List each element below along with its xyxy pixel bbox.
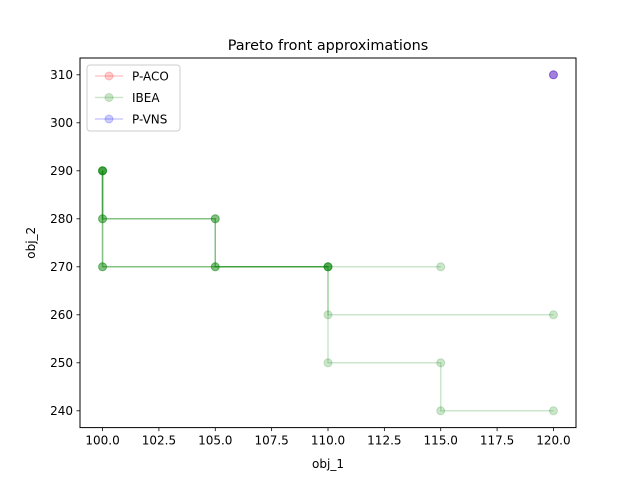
data-point bbox=[98, 214, 108, 224]
data-point bbox=[98, 214, 108, 224]
data-point bbox=[436, 406, 446, 416]
data-point bbox=[548, 70, 558, 80]
data-point bbox=[98, 166, 108, 176]
data-point bbox=[98, 166, 108, 176]
x-tick-label: 117.5 bbox=[480, 434, 514, 448]
legend-entry: P-VNS bbox=[95, 112, 167, 126]
data-point bbox=[210, 214, 220, 224]
front-line bbox=[101, 170, 328, 268]
data-point bbox=[98, 262, 108, 272]
data-point bbox=[548, 310, 558, 320]
y-tick-label: 240 bbox=[50, 404, 73, 418]
data-point bbox=[98, 166, 108, 176]
data-point bbox=[323, 310, 333, 320]
data-point bbox=[98, 262, 108, 272]
legend-entry: P-ACO bbox=[95, 69, 169, 83]
x-axis-label: obj_1 bbox=[312, 457, 344, 471]
y-tick-label: 300 bbox=[50, 116, 73, 130]
x-tick-label: 110.0 bbox=[311, 434, 345, 448]
data-point bbox=[548, 406, 558, 416]
y-tick-label: 250 bbox=[50, 356, 73, 370]
y-tick-label: 270 bbox=[50, 260, 73, 274]
data-point bbox=[548, 70, 558, 80]
x-axis: 100.0 102.5 105.0 107.5 110.0 112.5 115.0 117.5… bbox=[85, 427, 571, 448]
legend-marker bbox=[104, 71, 114, 81]
data-point bbox=[323, 262, 333, 272]
front-line bbox=[101, 170, 554, 412]
data-point bbox=[98, 166, 108, 176]
data-point bbox=[98, 214, 108, 224]
y-tick-label: 290 bbox=[50, 164, 73, 178]
front-line bbox=[101, 170, 554, 316]
data-point bbox=[98, 166, 108, 176]
data-point bbox=[98, 262, 108, 272]
data-point bbox=[98, 166, 108, 176]
legend: P-ACO IBEA P-VNS bbox=[86, 64, 181, 132]
data-point bbox=[323, 262, 333, 272]
series-p-vns bbox=[548, 70, 558, 80]
x-tick-label: 105.0 bbox=[198, 434, 232, 448]
legend-entry: IBEA bbox=[95, 91, 160, 105]
x-tick-label: 120.0 bbox=[536, 434, 570, 448]
x-tick-label: 107.5 bbox=[254, 434, 288, 448]
data-point bbox=[323, 262, 333, 272]
x-tick-label: 100.0 bbox=[85, 434, 119, 448]
data-point bbox=[210, 214, 220, 224]
y-tick-label: 260 bbox=[50, 308, 73, 322]
chart-title: Pareto front approximations bbox=[228, 38, 429, 54]
front-line bbox=[101, 170, 441, 268]
legend-label: IBEA bbox=[132, 91, 160, 105]
front-line bbox=[101, 170, 328, 268]
x-tick-label: 115.0 bbox=[424, 434, 458, 448]
data-point bbox=[210, 262, 220, 272]
legend-marker bbox=[104, 93, 114, 102]
legend-marker bbox=[104, 114, 114, 124]
series-p-aco bbox=[548, 70, 558, 80]
data-point bbox=[323, 262, 333, 272]
front-line bbox=[101, 170, 328, 268]
data-point bbox=[436, 358, 446, 368]
data-point bbox=[210, 262, 220, 272]
data-point bbox=[323, 358, 333, 368]
x-tick-label: 112.5 bbox=[367, 434, 401, 448]
data-point bbox=[548, 70, 558, 80]
data-point bbox=[210, 214, 220, 224]
series-ibea bbox=[98, 166, 558, 416]
data-point bbox=[210, 262, 220, 272]
y-axis: 240 250 260 270 280 290 300 310 bbox=[50, 68, 80, 418]
data-point bbox=[323, 262, 333, 272]
legend-box bbox=[86, 64, 181, 132]
x-tick-label: 102.5 bbox=[142, 434, 176, 448]
y-tick-label: 280 bbox=[50, 212, 73, 226]
legend-label: P-VNS bbox=[132, 112, 167, 126]
plot-area bbox=[98, 70, 558, 416]
data-point bbox=[436, 262, 446, 272]
legend-label: P-ACO bbox=[132, 69, 169, 83]
y-axis-label: obj_2 bbox=[24, 227, 38, 259]
y-tick-label: 310 bbox=[50, 68, 73, 82]
